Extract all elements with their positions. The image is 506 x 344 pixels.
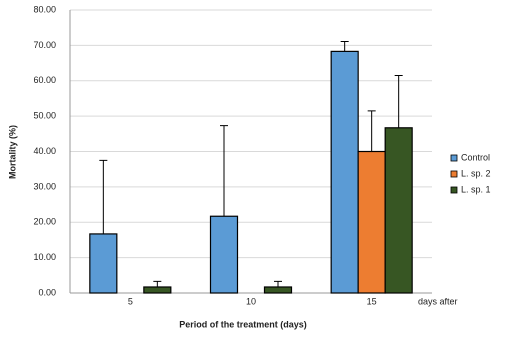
x-tick-label: 10	[246, 296, 256, 306]
bar	[89, 233, 118, 294]
y-tick-label: 10.00	[33, 252, 56, 262]
y-axis-label: Mortality (%)	[7, 125, 17, 179]
x-axis-label: Period of the treatment (days)	[179, 319, 307, 329]
error-bar	[274, 280, 282, 287]
legend-label: L. sp. 2	[461, 168, 491, 178]
bar	[209, 215, 239, 294]
y-tick-label: 60.00	[33, 75, 56, 85]
bar	[143, 286, 172, 294]
y-tick-label: 0.00	[38, 287, 56, 297]
y-tick-label: 50.00	[33, 111, 56, 121]
annotation: days after	[418, 296, 458, 306]
error-bar	[220, 125, 228, 217]
error-bar	[394, 74, 403, 128]
error-bar	[367, 110, 376, 152]
legend-swatch	[450, 154, 458, 162]
bar	[357, 150, 386, 294]
bar	[330, 50, 359, 294]
legend-label: Control	[461, 152, 490, 162]
legend-swatch	[450, 170, 458, 178]
x-tick-label: 15	[367, 296, 377, 306]
legend-label: L. sp. 1	[461, 184, 491, 194]
error-bar	[99, 159, 108, 234]
error-bar	[153, 280, 162, 287]
y-tick-label: 40.00	[33, 146, 56, 156]
y-tick-label: 20.00	[33, 217, 56, 227]
error-bar	[340, 40, 349, 52]
legend-swatch	[450, 186, 458, 194]
y-tick-label: 30.00	[33, 181, 56, 191]
y-tick-label: 70.00	[33, 40, 56, 50]
bar	[384, 127, 413, 294]
x-tick-label: 5	[128, 296, 133, 306]
bar	[263, 286, 293, 294]
y-tick-label: 80.00	[33, 4, 56, 14]
